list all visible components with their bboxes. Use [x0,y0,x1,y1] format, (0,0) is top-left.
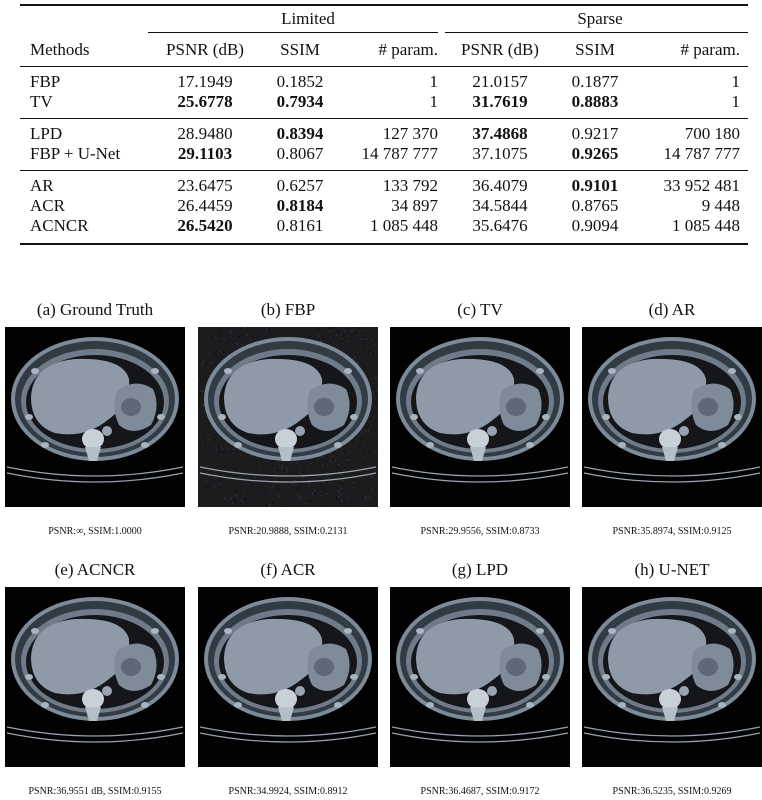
row-unet-param-limited: 14 787 777 [340,144,438,164]
ct-image-ar [582,327,762,507]
row-unet-ssim-limited: 0.8067 [260,144,340,164]
figure-caption: PSNR:36.5235, SSIM:0.9269 [562,786,762,798]
row-ar-ssim-limited: 0.6257 [260,176,340,196]
section-rule-1 [20,118,748,119]
row-tv-ssim-limited: 0.7934 [260,92,340,112]
ct-image-fbp [198,327,378,507]
header-rule [20,66,748,67]
figure-title: (h) U-NET [582,560,762,580]
row-lpd-method: LPD [30,124,62,144]
row-acr-param-sparse: 9 448 [640,196,740,216]
row-fbp-psnr-limited: 17.1949 [150,72,260,92]
row-unet-psnr-limited: 29.1103 [150,144,260,164]
row-acr-psnr-sparse: 34.5844 [445,196,555,216]
row-tv-method: TV [30,92,53,112]
column-header-ssim-sparse: SSIM [555,40,635,60]
ct-image-acncr [5,587,185,767]
row-acncr-psnr-sparse: 35.6476 [445,216,555,236]
row-tv-ssim-sparse: 0.8883 [555,92,635,112]
figure-caption: PSNR:29.9556, SSIM:0.8733 [370,526,590,538]
row-unet-param-sparse: 14 787 777 [640,144,740,164]
row-acncr-method: ACNCR [30,216,89,236]
row-tv-psnr-sparse: 31.7619 [445,92,555,112]
figure-caption: PSNR:20.9888, SSIM:0.2131 [178,526,398,538]
row-ar-psnr-sparse: 36.4079 [445,176,555,196]
row-acncr-ssim-sparse: 0.9094 [555,216,635,236]
group-header-limited: Limited [168,9,448,29]
row-tv-param-sparse: 1 [640,92,740,112]
figure-caption: PSNR:36.9551 dB, SSIM:0.9155 [0,786,205,798]
row-acr-method: ACR [30,196,65,216]
row-tv-param-limited: 1 [340,92,438,112]
row-fbp-ssim-sparse: 0.1877 [555,72,635,92]
row-lpd-param-sparse: 700 180 [640,124,740,144]
table-top-rule [20,4,748,6]
ct-image-lpd [390,587,570,767]
ct-image-ground-truth [5,327,185,507]
figure-caption: PSNR:34.9924, SSIM:0.8912 [178,786,398,798]
row-acncr-ssim-limited: 0.8161 [260,216,340,236]
row-ar-param-limited: 133 792 [340,176,438,196]
column-header-param-limited: # param. [340,40,438,60]
column-header-psnr-limited: PSNR (dB) [150,40,260,60]
row-unet-psnr-sparse: 37.1075 [445,144,555,164]
figure-title: (a) Ground Truth [5,300,185,320]
row-lpd-param-limited: 127 370 [340,124,438,144]
row-lpd-ssim-limited: 0.8394 [260,124,340,144]
column-header-methods: Methods [30,40,90,60]
row-acr-param-limited: 34 897 [340,196,438,216]
column-header-ssim-limited: SSIM [260,40,340,60]
row-acncr-psnr-limited: 26.5420 [150,216,260,236]
row-acncr-param-sparse: 1 085 448 [640,216,740,236]
row-acr-ssim-sparse: 0.8765 [555,196,635,216]
row-acncr-param-limited: 1 085 448 [340,216,438,236]
row-unet-ssim-sparse: 0.9265 [555,144,635,164]
row-unet-method: FBP + U-Net [30,144,120,164]
row-fbp-psnr-sparse: 21.0157 [445,72,555,92]
row-ar-ssim-sparse: 0.9101 [555,176,635,196]
column-header-psnr-sparse: PSNR (dB) [445,40,555,60]
column-header-param-sparse: # param. [640,40,740,60]
ct-image-acr [198,587,378,767]
figure-title: (d) AR [582,300,762,320]
group-rule-sparse [445,32,748,33]
figure-title: (c) TV [390,300,570,320]
ct-image-unet [582,587,762,767]
ct-image-tv [390,327,570,507]
row-acr-ssim-limited: 0.8184 [260,196,340,216]
row-lpd-ssim-sparse: 0.9217 [555,124,635,144]
section-rule-2 [20,170,748,171]
row-lpd-psnr-sparse: 37.4868 [445,124,555,144]
figure-title: (f) ACR [198,560,378,580]
row-ar-psnr-limited: 23.6475 [150,176,260,196]
row-acr-psnr-limited: 26.4459 [150,196,260,216]
row-fbp-method: FBP [30,72,60,92]
group-rule-limited [148,32,438,33]
figure-title: (g) LPD [390,560,570,580]
table-bottom-rule [20,243,748,245]
row-ar-param-sparse: 33 952 481 [640,176,740,196]
row-fbp-param-limited: 1 [340,72,438,92]
figure-title: (b) FBP [198,300,378,320]
row-tv-psnr-limited: 25.6778 [150,92,260,112]
row-lpd-psnr-limited: 28.9480 [150,124,260,144]
figure-title: (e) ACNCR [5,560,185,580]
figure-caption: PSNR:∞, SSIM:1.0000 [0,526,205,538]
row-ar-method: AR [30,176,54,196]
row-fbp-param-sparse: 1 [640,72,740,92]
figure-caption: PSNR:35.8974, SSIM:0.9125 [562,526,762,538]
group-header-sparse: Sparse [455,9,745,29]
figure-caption: PSNR:36.4687, SSIM:0.9172 [370,786,590,798]
row-fbp-ssim-limited: 0.1852 [260,72,340,92]
